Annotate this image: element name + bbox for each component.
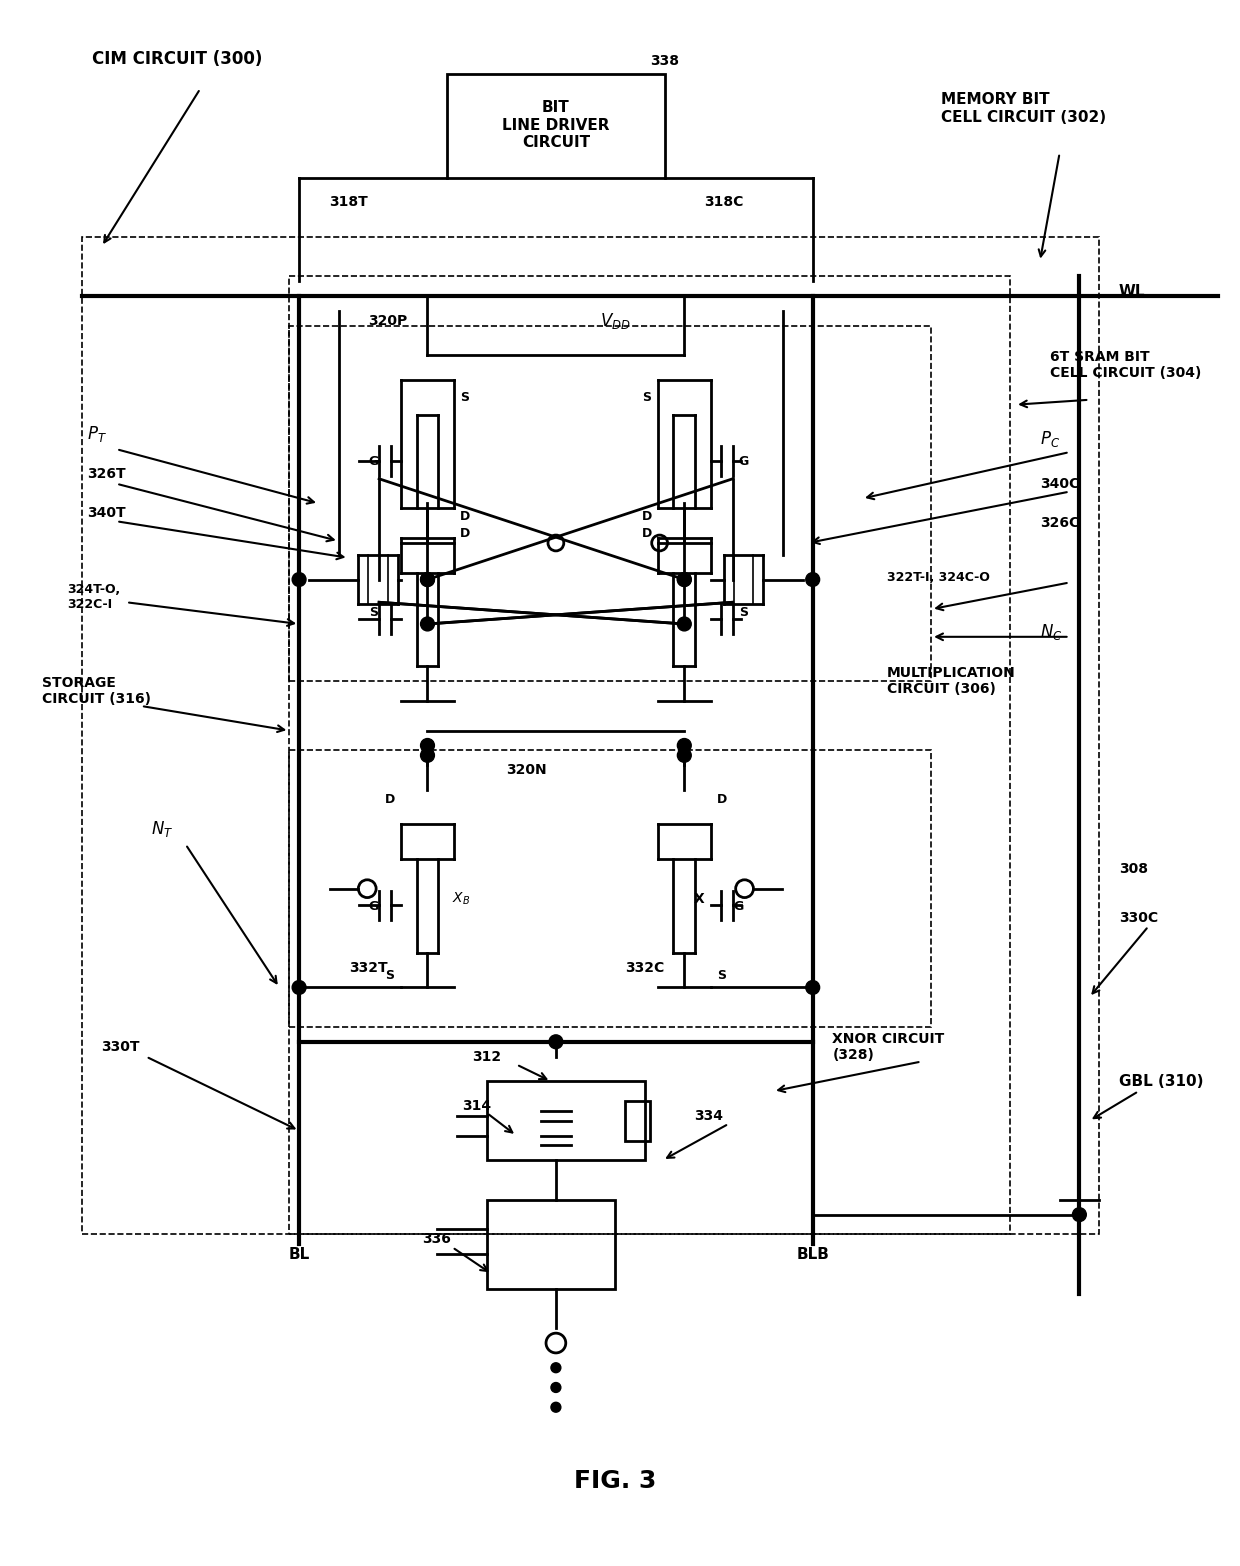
Text: $P_T$: $P_T$	[87, 424, 107, 445]
Circle shape	[420, 617, 434, 631]
Circle shape	[548, 536, 564, 551]
Text: S: S	[642, 392, 651, 404]
Text: S: S	[739, 606, 748, 619]
Text: 326C: 326C	[1040, 517, 1079, 531]
Bar	[82, 236, 1099, 1234]
Text: 332C: 332C	[625, 960, 665, 974]
Circle shape	[806, 573, 820, 586]
Circle shape	[546, 1333, 565, 1353]
Bar	[487, 1200, 615, 1289]
Text: 312: 312	[472, 1049, 501, 1063]
Text: S: S	[368, 606, 378, 619]
Circle shape	[677, 573, 691, 586]
Circle shape	[551, 1383, 560, 1392]
Text: 322T-I, 324C-O: 322T-I, 324C-O	[887, 572, 990, 584]
Text: S: S	[460, 392, 470, 404]
Circle shape	[420, 573, 434, 586]
Text: G: G	[368, 900, 378, 913]
Text: BL: BL	[289, 1247, 310, 1262]
Text: D: D	[460, 511, 470, 523]
Text: 318T: 318T	[329, 196, 368, 210]
Text: D: D	[641, 526, 652, 540]
Text: 324T-O,
322C-I: 324T-O, 322C-I	[67, 583, 120, 611]
Circle shape	[420, 749, 434, 763]
Circle shape	[358, 880, 376, 897]
Text: $P_C$: $P_C$	[1040, 429, 1060, 449]
Text: 314: 314	[463, 1099, 491, 1113]
Text: $X_B$: $X_B$	[453, 891, 470, 907]
Circle shape	[806, 980, 820, 994]
Circle shape	[549, 1035, 563, 1049]
Text: G: G	[739, 454, 749, 468]
Text: 332T: 332T	[348, 960, 388, 974]
Text: FIG. 3: FIG. 3	[574, 1469, 656, 1494]
Text: D: D	[460, 526, 470, 540]
Text: BIT
LINE DRIVER
CIRCUIT: BIT LINE DRIVER CIRCUIT	[502, 100, 610, 150]
Circle shape	[293, 573, 306, 586]
Bar	[289, 326, 931, 681]
Text: G: G	[734, 900, 744, 913]
Text: 320P: 320P	[368, 313, 408, 327]
Text: 318C: 318C	[704, 196, 744, 210]
Text: 340C: 340C	[1040, 476, 1079, 490]
Bar	[448, 74, 665, 177]
Text: $V_{DD}$: $V_{DD}$	[600, 310, 630, 330]
Circle shape	[420, 573, 434, 586]
Circle shape	[652, 536, 667, 551]
Text: CIM CIRCUIT (300): CIM CIRCUIT (300)	[92, 50, 262, 67]
Text: MULTIPLICATION
CIRCUIT (306): MULTIPLICATION CIRCUIT (306)	[887, 666, 1016, 697]
Text: D: D	[717, 794, 727, 806]
Text: S: S	[386, 969, 394, 982]
Circle shape	[735, 880, 754, 897]
Text: D: D	[384, 794, 396, 806]
Text: 338: 338	[650, 53, 680, 67]
Text: STORAGE
CIRCUIT (316): STORAGE CIRCUIT (316)	[42, 677, 151, 706]
Text: 326T: 326T	[87, 467, 125, 481]
Circle shape	[677, 573, 691, 586]
Text: $N_T$: $N_T$	[151, 819, 174, 839]
Text: GBL (310): GBL (310)	[1118, 1074, 1203, 1088]
Text: D: D	[641, 511, 652, 523]
Bar	[289, 750, 931, 1027]
Text: 334: 334	[694, 1109, 723, 1123]
Bar	[625, 1101, 650, 1140]
Circle shape	[677, 749, 691, 763]
Circle shape	[293, 980, 306, 994]
Text: 6T SRAM BIT
CELL CIRCUIT (304): 6T SRAM BIT CELL CIRCUIT (304)	[1050, 351, 1202, 381]
Text: G: G	[368, 454, 378, 468]
Text: 336: 336	[423, 1232, 451, 1247]
Circle shape	[420, 739, 434, 752]
Text: 330T: 330T	[102, 1040, 140, 1054]
Text: 308: 308	[1118, 861, 1148, 875]
Bar	[487, 1081, 645, 1160]
Text: X: X	[694, 891, 704, 905]
Text: $N_C$: $N_C$	[1040, 622, 1063, 642]
Text: S: S	[717, 969, 727, 982]
Circle shape	[677, 739, 691, 752]
Text: BLB: BLB	[796, 1247, 830, 1262]
Text: XNOR CIRCUIT
(328): XNOR CIRCUIT (328)	[832, 1032, 945, 1062]
Text: MEMORY BIT
CELL CIRCUIT (302): MEMORY BIT CELL CIRCUIT (302)	[941, 92, 1106, 125]
Circle shape	[677, 617, 691, 631]
Text: 340T: 340T	[87, 506, 125, 520]
Circle shape	[551, 1362, 560, 1373]
Circle shape	[551, 1402, 560, 1413]
Text: 330C: 330C	[1118, 911, 1158, 926]
Text: WL: WL	[1118, 283, 1146, 299]
Bar	[289, 276, 1011, 1234]
Circle shape	[1073, 1207, 1086, 1221]
Text: 320N: 320N	[506, 763, 547, 777]
